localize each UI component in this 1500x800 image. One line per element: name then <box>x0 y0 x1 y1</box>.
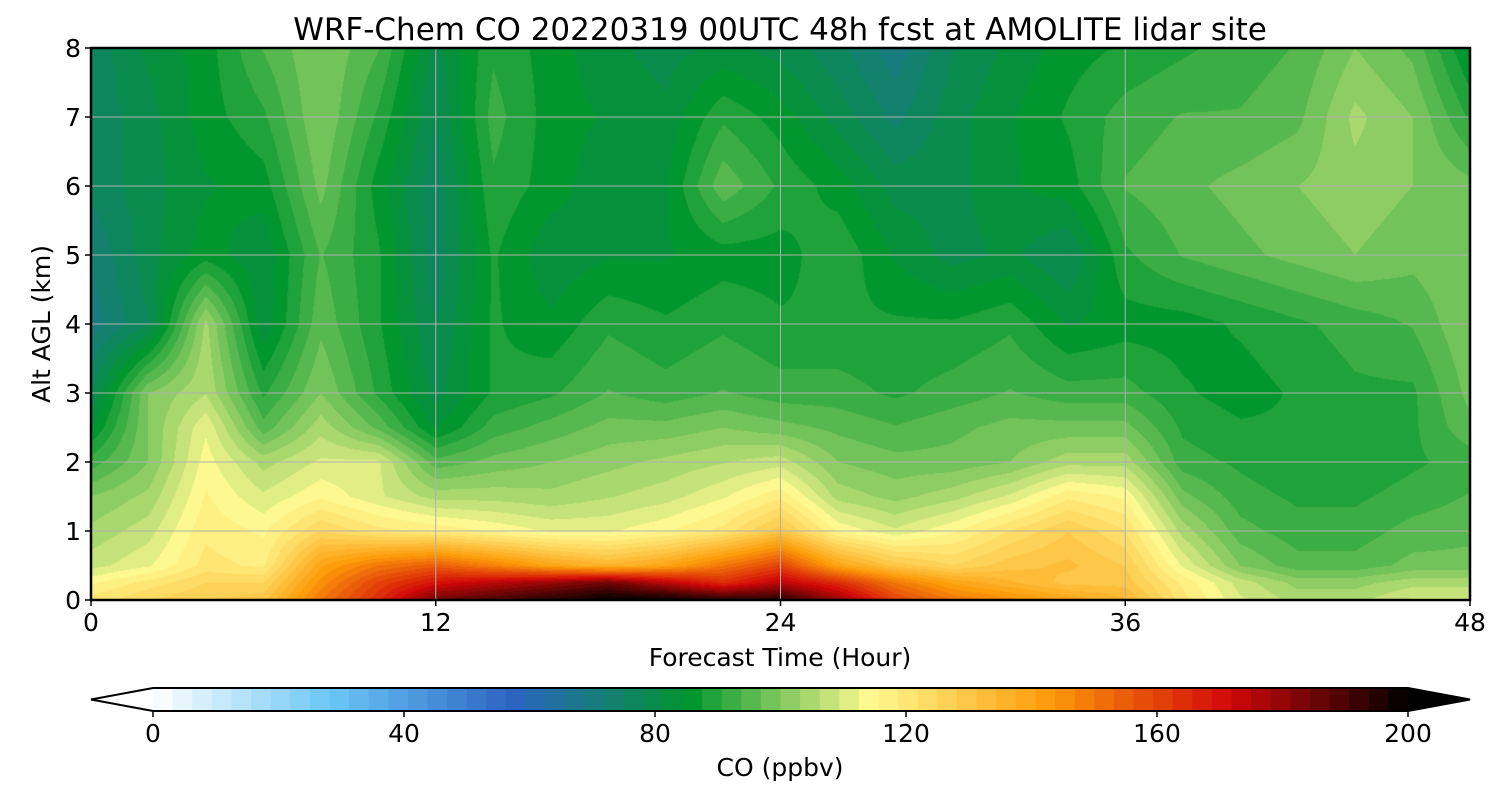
colorbar-segment <box>368 688 389 711</box>
colorbar-segment <box>780 688 801 711</box>
colorbar: 0 40 80 120 160 200 <box>90 687 1471 748</box>
colorbar-segment <box>172 688 193 711</box>
colorbar-segment <box>1055 688 1076 711</box>
colorbar-extend-high <box>1408 688 1470 711</box>
colorbar-segment <box>1290 688 1311 711</box>
colorbar-segment <box>996 688 1017 711</box>
x-axis-ticks: 0 12 24 36 48 <box>83 600 1486 637</box>
colorbar-segment <box>153 688 174 711</box>
colorbar-segment <box>858 688 880 711</box>
colorbar-segment <box>878 688 899 711</box>
x-tick-label: 12 <box>420 608 452 637</box>
colorbar-segment <box>1015 688 1037 711</box>
colorbar-segment <box>1192 688 1213 711</box>
colorbar-segment <box>976 688 997 711</box>
colorbar-tick-label: 200 <box>1384 719 1432 748</box>
y-axis-label: Alt AGL (km) <box>27 245 56 403</box>
colorbar-segment <box>1153 688 1174 711</box>
x-tick-label: 0 <box>83 608 99 637</box>
colorbar-segment <box>662 688 684 711</box>
colorbar-segment <box>1329 688 1350 711</box>
colorbar-segment <box>1368 688 1389 711</box>
colorbar-segment <box>1035 688 1056 711</box>
colorbar-segment <box>760 688 782 711</box>
colorbar-segment <box>604 688 625 711</box>
colorbar-segment <box>1231 688 1252 711</box>
colorbar-segment <box>1211 688 1233 711</box>
colorbar-extend-low <box>91 688 153 711</box>
colorbar-segment <box>898 688 919 711</box>
y-tick-label: 1 <box>65 517 81 546</box>
colorbar-segment <box>917 688 938 711</box>
y-tick-label: 2 <box>65 448 81 477</box>
colorbar-segment <box>251 688 272 711</box>
colorbar-segment <box>1251 688 1272 711</box>
colorbar-segment <box>349 688 370 711</box>
chart-title: WRF-Chem CO 20220319 00UTC 48h fcst at A… <box>293 12 1267 48</box>
colorbar-segment <box>800 688 821 711</box>
colorbar-segment <box>329 688 350 711</box>
colorbar-segment <box>937 688 958 711</box>
colorbar-segment <box>721 688 742 711</box>
colorbar-segment <box>211 688 233 711</box>
colorbar-segment <box>407 688 429 711</box>
colorbar-segment <box>1133 688 1154 711</box>
colorbar-segment <box>1113 688 1135 711</box>
y-tick-label: 4 <box>65 310 81 339</box>
colorbar-segment <box>1349 688 1370 711</box>
colorbar-segment <box>545 688 566 711</box>
x-tick-label: 48 <box>1454 608 1486 637</box>
colorbar-tick-label: 160 <box>1133 719 1181 748</box>
colorbar-segment <box>270 688 291 711</box>
colorbar-segment <box>1270 688 1291 711</box>
x-axis-label: Forecast Time (Hour) <box>649 643 912 672</box>
colorbar-segment <box>525 688 546 711</box>
colorbar-segment <box>623 688 644 711</box>
colorbar-segment <box>564 688 586 711</box>
colorbar-segment <box>1094 688 1115 711</box>
colorbar-tick-label: 120 <box>882 719 930 748</box>
colorbar-segment <box>1309 688 1331 711</box>
plot-area <box>89 46 1472 602</box>
colorbar-segment <box>819 688 840 711</box>
colorbar-segment <box>505 688 527 711</box>
colorbar-segment <box>1172 688 1193 711</box>
colorbar-segment <box>682 688 703 711</box>
colorbar-segment <box>1388 688 1409 711</box>
colorbar-segment <box>839 688 860 711</box>
y-tick-label: 7 <box>65 103 81 132</box>
colorbar-tick-label: 0 <box>145 719 161 748</box>
y-tick-label: 6 <box>65 172 81 201</box>
colorbar-segment <box>231 688 252 711</box>
x-tick-label: 36 <box>1109 608 1141 637</box>
x-tick-label: 24 <box>765 608 797 637</box>
y-axis-ticks: 0 1 2 3 4 5 6 7 8 <box>65 34 91 615</box>
colorbar-segment <box>702 688 723 711</box>
colorbar-segment <box>427 688 448 711</box>
colorbar-tick-label: 40 <box>388 719 420 748</box>
y-tick-label: 0 <box>65 586 81 615</box>
colorbar-segment <box>290 688 311 711</box>
y-tick-label: 5 <box>65 241 81 270</box>
y-tick-label: 3 <box>65 379 81 408</box>
y-tick-label: 8 <box>65 34 81 63</box>
colorbar-segment <box>741 688 762 711</box>
colorbar-segment <box>388 688 409 711</box>
colorbar-segment <box>584 688 605 711</box>
colorbar-segment <box>309 688 331 711</box>
colorbar-segment <box>643 688 664 711</box>
colorbar-segment <box>466 688 487 711</box>
colorbar-tick-label: 80 <box>639 719 671 748</box>
colorbar-segment <box>192 688 213 711</box>
colorbar-segment <box>486 688 507 711</box>
colorbar-segment <box>1074 688 1095 711</box>
colorbar-segment <box>956 688 978 711</box>
colorbar-segment <box>447 688 468 711</box>
colorbar-label: CO (ppbv) <box>717 753 844 782</box>
